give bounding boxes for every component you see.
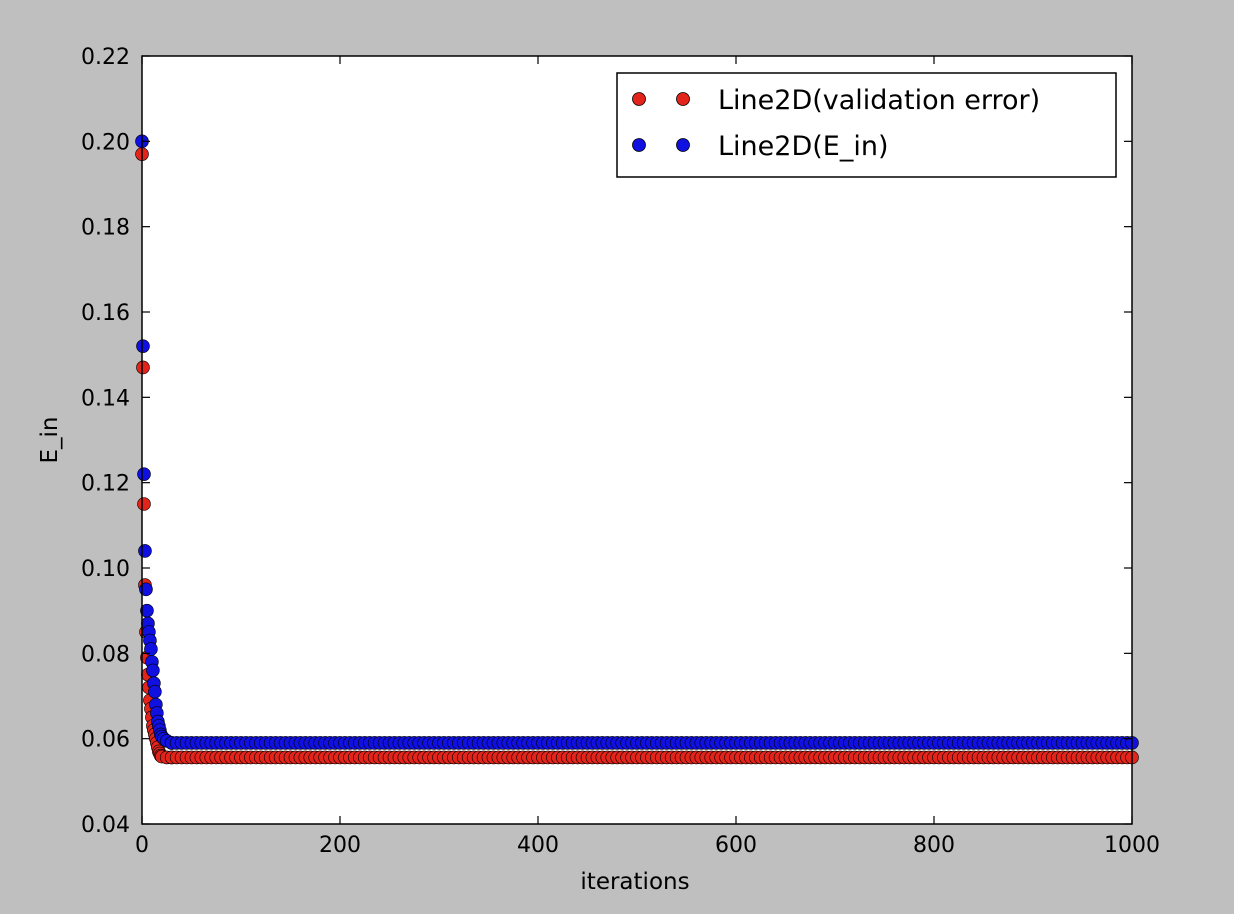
data-point-e-in [146, 663, 160, 678]
legend-box [616, 72, 1117, 178]
legend-marker-e-in [632, 138, 646, 152]
x-tick-label: 1000 [1104, 833, 1160, 858]
legend: Line2D(validation error) Line2D(E_in) [616, 72, 1117, 178]
y-tick-label: 0.04 [81, 813, 130, 838]
data-marks [135, 134, 1139, 765]
y-tick-label: 0.12 [81, 472, 130, 497]
y-tick-label: 0.20 [81, 130, 130, 155]
plot-area [142, 56, 1132, 824]
data-point-e-in [148, 684, 162, 699]
data-point-e-in [136, 339, 150, 353]
x-axis-label: iterations [580, 869, 689, 895]
legend-marker-validation-error [676, 92, 690, 106]
legend-label-e-in: Line2D(E_in) [718, 131, 888, 162]
x-tick-label: 800 [913, 833, 955, 858]
legend-marker-e-in [676, 138, 690, 152]
x-tick-label: 200 [319, 833, 361, 858]
data-point-e-in [138, 544, 152, 558]
y-tick-label: 0.16 [81, 301, 130, 326]
legend-marker-validation-error [632, 92, 646, 106]
data-point-e-in [137, 467, 151, 481]
x-tick-label: 0 [135, 833, 149, 858]
y-tick-label: 0.08 [81, 642, 130, 667]
y-tick-label: 0.10 [81, 557, 130, 582]
y-tick-label: 0.18 [81, 216, 130, 241]
data-point-validation-error [136, 360, 150, 375]
y-axis: 0.04 0.06 0.08 0.10 0.12 0.14 0.16 0.18 0.20 0.22 [81, 45, 1132, 838]
data-point-validation-error [137, 497, 151, 511]
legend-label-validation-error: Line2D(validation error) [718, 85, 1040, 116]
y-tick-label: 0.06 [81, 728, 130, 753]
x-tick-label: 600 [715, 833, 757, 858]
y-tick-label: 0.14 [81, 386, 130, 411]
y-axis-label: E_in [37, 417, 63, 464]
y-tick-label: 0.22 [81, 45, 130, 70]
x-axis: 0 200 400 600 800 1000 [135, 56, 1160, 858]
x-tick-label: 400 [517, 833, 559, 858]
plot-frame [141, 55, 1133, 825]
